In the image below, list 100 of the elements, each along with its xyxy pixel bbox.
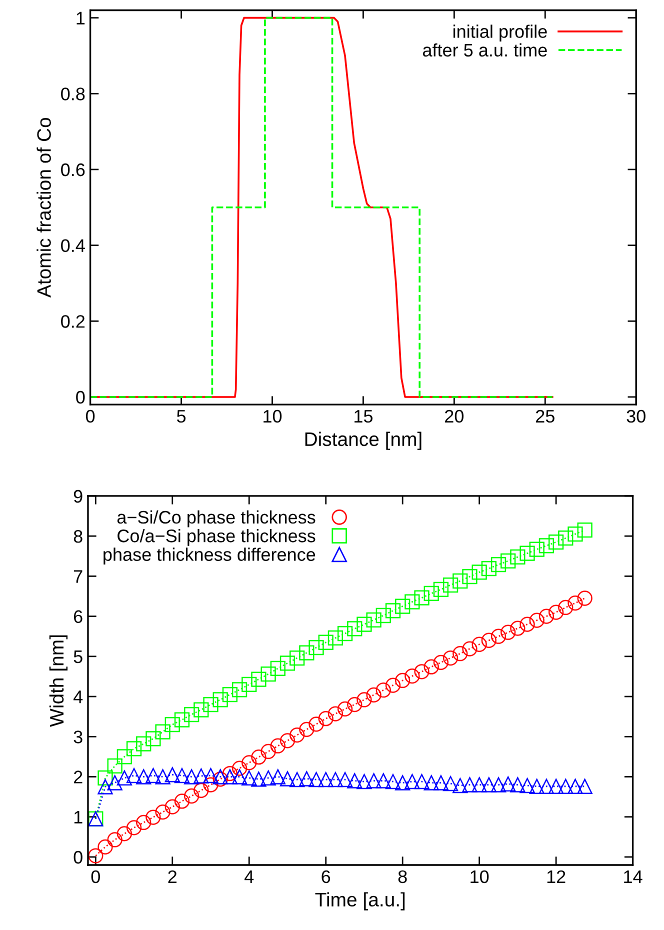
point — [472, 564, 487, 580]
point — [529, 612, 544, 628]
point — [155, 724, 170, 740]
y-tick-label: 2 — [74, 770, 82, 784]
point — [203, 696, 218, 712]
y-tick-label: 5 — [74, 650, 82, 664]
point — [155, 769, 170, 784]
legend-label: after 5 a.u. time — [422, 43, 547, 57]
point — [376, 608, 391, 624]
point — [433, 582, 449, 597]
point — [538, 608, 554, 624]
x-tick-label: 12 — [547, 870, 566, 883]
x-tick-label: 6 — [322, 870, 330, 884]
point — [472, 636, 487, 652]
point — [164, 799, 180, 814]
legend-label: phase thickness difference — [104, 548, 316, 565]
point — [116, 826, 132, 842]
point — [337, 772, 353, 788]
x-tick-label: 15 — [354, 410, 372, 423]
point — [212, 692, 228, 708]
point — [174, 712, 190, 728]
point — [442, 650, 458, 666]
x-tick-label: 0 — [91, 870, 100, 884]
point — [328, 706, 344, 722]
point — [318, 711, 334, 726]
x-tick-label: 2 — [168, 870, 176, 883]
point — [136, 736, 152, 752]
y-tick-label: 3 — [74, 730, 82, 744]
point — [500, 624, 516, 640]
point — [347, 696, 362, 712]
point — [442, 776, 458, 792]
point — [520, 546, 535, 561]
point — [174, 794, 190, 809]
point — [107, 775, 122, 790]
point — [538, 778, 554, 794]
point — [203, 768, 218, 784]
point — [529, 542, 544, 557]
point — [510, 620, 526, 636]
point — [395, 672, 410, 688]
point — [251, 750, 266, 765]
point — [548, 778, 564, 794]
point — [184, 788, 200, 804]
point — [472, 777, 487, 792]
point — [538, 538, 554, 554]
point — [404, 668, 420, 684]
point — [164, 717, 180, 732]
x-tick-label: 10 — [264, 410, 282, 423]
point — [452, 646, 468, 662]
point — [356, 616, 372, 632]
point — [308, 772, 324, 788]
point — [481, 632, 496, 648]
point — [424, 586, 439, 602]
point — [242, 755, 257, 770]
point — [126, 741, 142, 756]
point — [222, 769, 238, 784]
x-tick-label: 25 — [536, 410, 554, 423]
point — [222, 766, 238, 782]
point — [520, 778, 535, 794]
y-tick-label: 1 — [76, 12, 85, 24]
point — [98, 770, 113, 786]
point — [251, 672, 266, 687]
point — [299, 722, 314, 737]
y-axis-title: Atomic fraction of Co — [36, 118, 51, 298]
x-tick-label: 10 — [470, 870, 489, 884]
point — [424, 659, 439, 674]
point — [280, 733, 296, 748]
point — [548, 604, 564, 620]
point — [510, 549, 526, 565]
point — [318, 772, 334, 788]
point — [328, 630, 344, 646]
point — [568, 526, 583, 542]
point — [222, 686, 238, 702]
point — [490, 777, 506, 792]
point — [500, 776, 516, 792]
x-tick-label: 14 — [624, 870, 642, 883]
point — [270, 738, 286, 754]
point — [490, 556, 506, 572]
point — [568, 778, 583, 794]
point — [260, 770, 276, 786]
point — [251, 772, 266, 787]
point — [98, 779, 113, 794]
point — [164, 767, 180, 782]
point — [404, 774, 420, 790]
point — [260, 666, 276, 682]
legend-label: a−Si/Co phase thickness — [117, 510, 316, 528]
point — [194, 702, 209, 718]
point — [356, 774, 372, 790]
point — [126, 768, 142, 784]
point — [385, 678, 401, 693]
point — [510, 777, 526, 792]
point — [414, 774, 430, 790]
point — [232, 760, 248, 776]
point — [404, 594, 420, 610]
x-tick-label: 20 — [445, 410, 464, 423]
legend-label: initial profile — [454, 24, 547, 42]
point — [194, 782, 209, 798]
point — [481, 777, 496, 792]
point — [337, 701, 353, 717]
point — [242, 676, 257, 692]
point — [328, 772, 344, 788]
